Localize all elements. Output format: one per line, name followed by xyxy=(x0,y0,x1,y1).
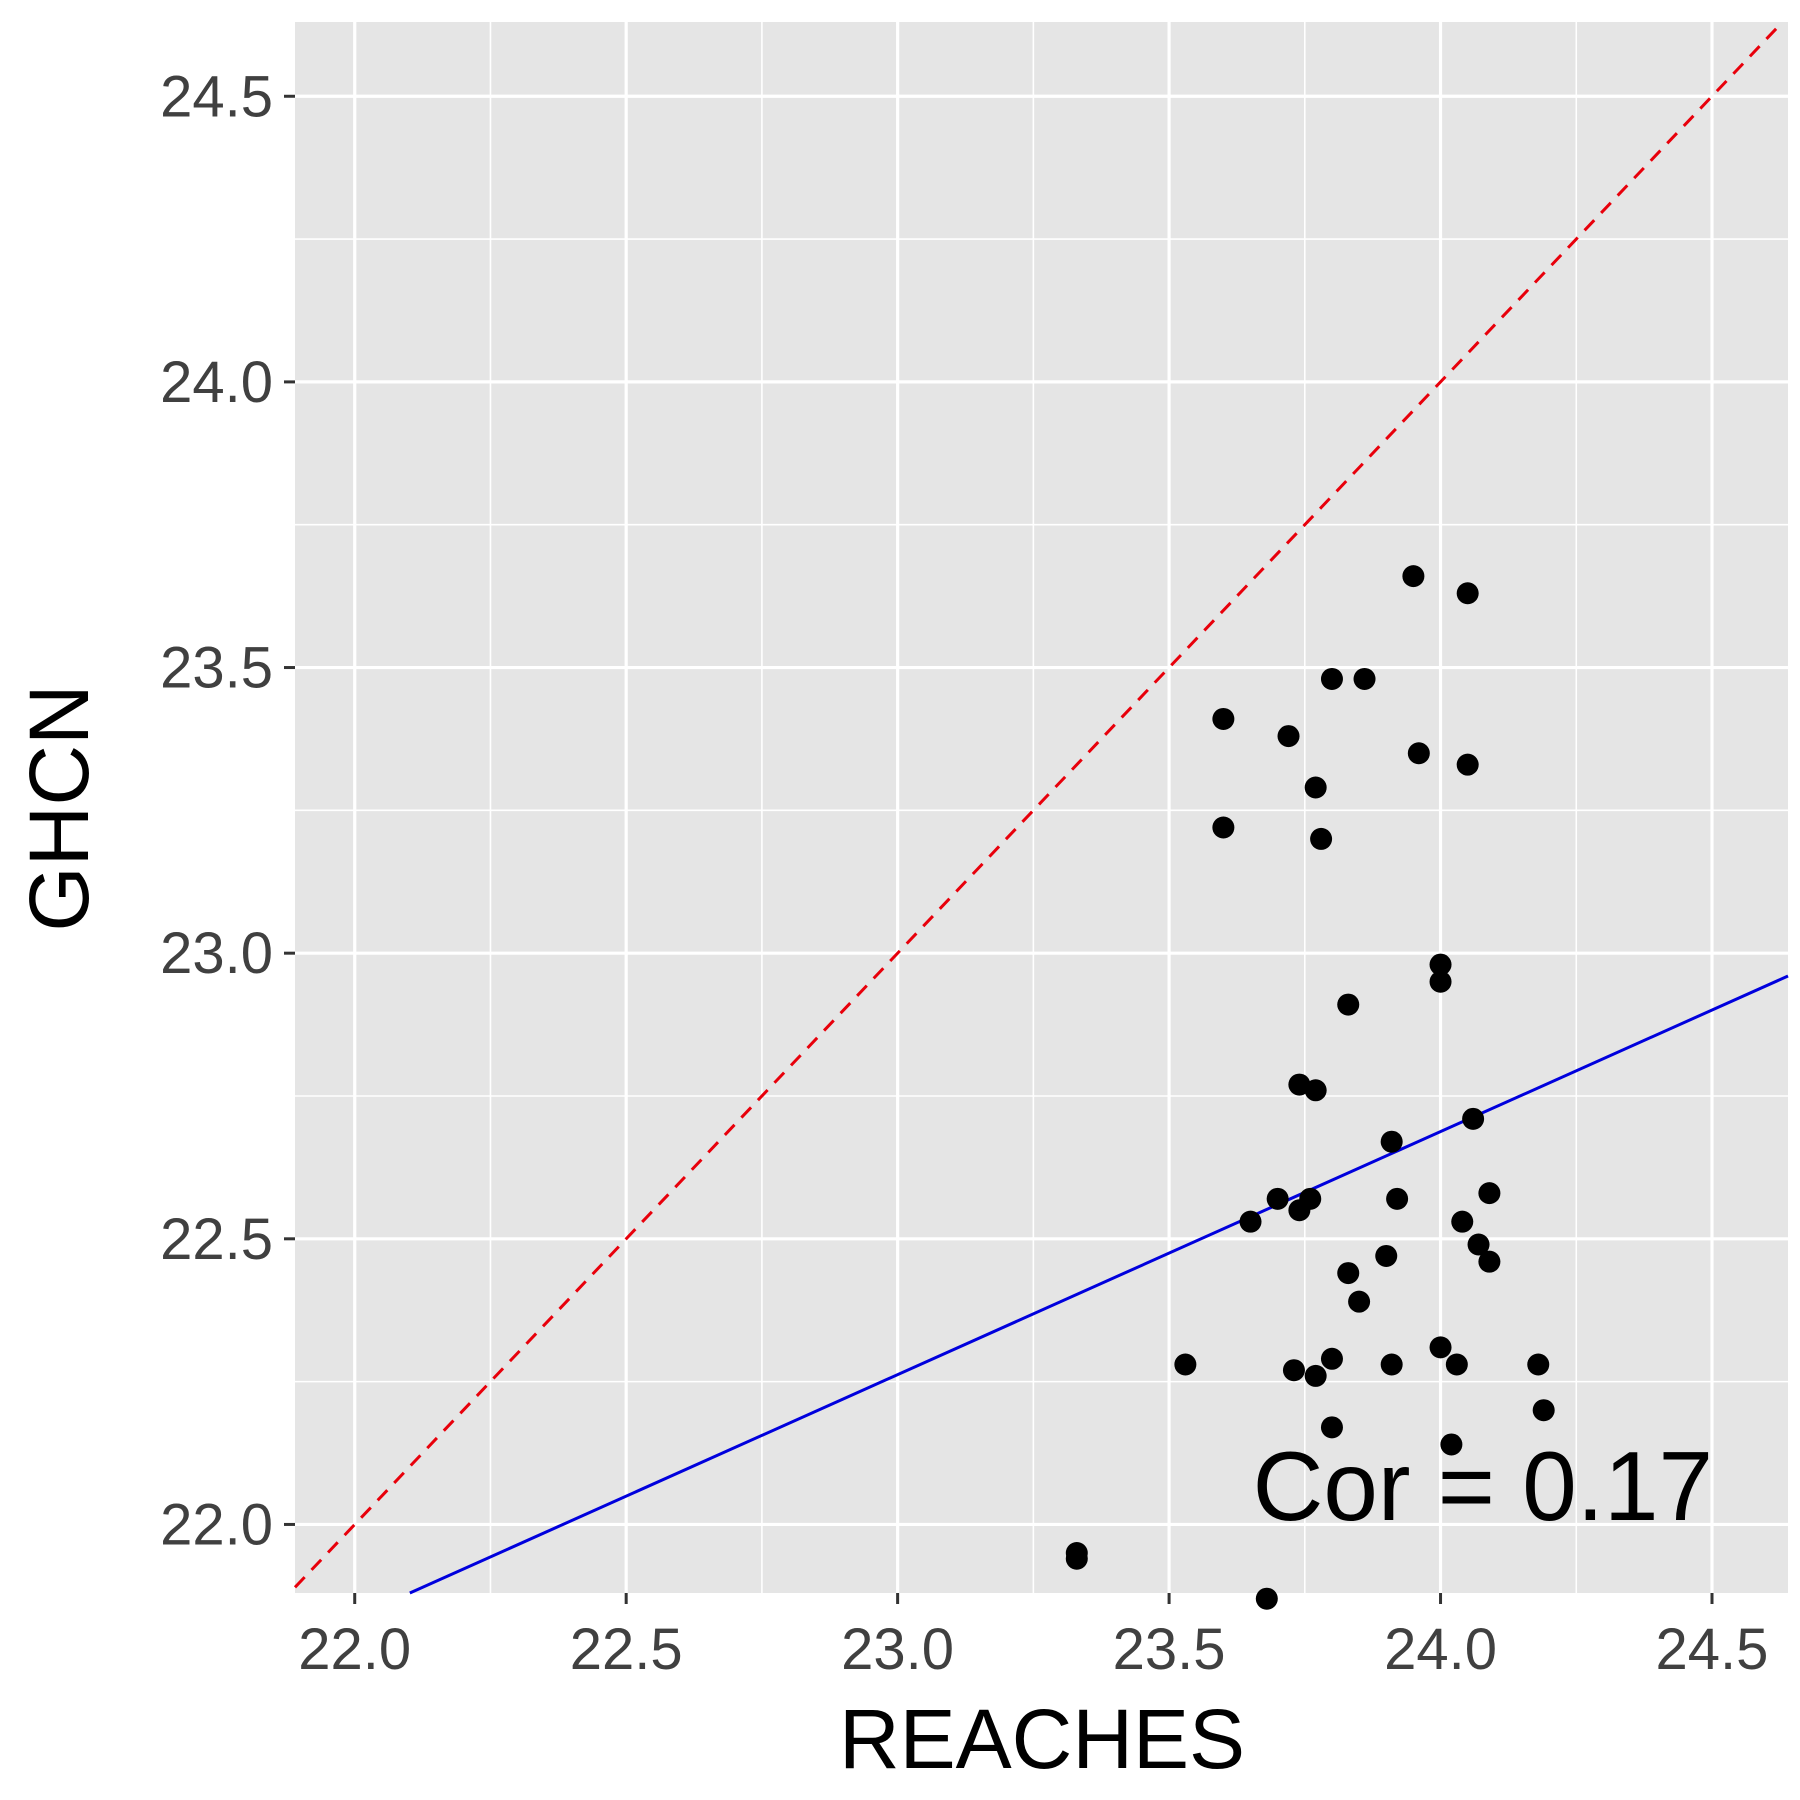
x-tick-label: 24.0 xyxy=(1384,1617,1497,1682)
scatter-point xyxy=(1348,1290,1371,1313)
scatter-point xyxy=(1310,827,1333,850)
scatter-point xyxy=(1445,1353,1468,1376)
scatter-point xyxy=(1456,753,1479,776)
y-tick-label: 23.5 xyxy=(160,636,273,701)
scatter-point xyxy=(1429,953,1452,976)
y-tick-label: 24.0 xyxy=(160,350,273,415)
scatter-point xyxy=(1451,1210,1474,1233)
scatter-point xyxy=(1174,1353,1197,1376)
scatter-point xyxy=(1212,707,1235,730)
scatter-point xyxy=(1386,1187,1409,1210)
scatter-point xyxy=(1337,993,1360,1016)
x-tick-label: 22.0 xyxy=(298,1617,411,1682)
scatter-point xyxy=(1429,970,1452,993)
y-tick-label: 24.5 xyxy=(160,64,273,129)
scatter-point xyxy=(1402,565,1425,588)
scatter-point xyxy=(1532,1399,1555,1422)
regression-fit-line xyxy=(409,974,1789,1595)
x-tick-label: 24.5 xyxy=(1656,1617,1769,1682)
scatter-point xyxy=(1065,1547,1088,1570)
scatter-point xyxy=(1239,1210,1262,1233)
scatter-point xyxy=(1467,1233,1490,1256)
scatter-point xyxy=(1255,1587,1278,1610)
y-tick-label: 22.0 xyxy=(160,1492,273,1557)
y-axis-tick-labels: 22.0 22.5 23.0 23.5 24.0 24.5 xyxy=(160,64,273,1557)
y-tick-label: 23.0 xyxy=(160,921,273,986)
plot-panel xyxy=(295,22,1788,1593)
scatter-point xyxy=(1320,667,1343,690)
axis-ticks xyxy=(284,94,1714,1604)
x-tick-label: 23.0 xyxy=(841,1617,954,1682)
scatter-point xyxy=(1527,1353,1550,1376)
scatter-point xyxy=(1380,1130,1403,1153)
scatter-point xyxy=(1266,1187,1289,1210)
scatter-point xyxy=(1407,742,1430,765)
x-axis-title: REACHES xyxy=(839,1692,1245,1786)
scatter-point xyxy=(1478,1250,1501,1273)
scatter-point xyxy=(1304,1364,1327,1387)
data-points xyxy=(1065,565,1555,1610)
scatter-point xyxy=(1304,776,1327,799)
scatter-point xyxy=(1282,1359,1305,1382)
scatter-point xyxy=(1429,1336,1452,1359)
x-tick-label: 22.5 xyxy=(570,1617,683,1682)
scatter-point xyxy=(1304,1079,1327,1102)
scatter-point xyxy=(1320,1416,1343,1439)
scatter-point xyxy=(1375,1244,1398,1267)
scatter-point xyxy=(1288,1199,1311,1222)
scatter-point xyxy=(1277,725,1300,748)
scatter-point xyxy=(1462,1107,1485,1130)
scatter-point xyxy=(1320,1347,1343,1370)
scatter-point xyxy=(1380,1353,1403,1376)
scatter-point xyxy=(1456,582,1479,605)
scatter-point xyxy=(1353,667,1376,690)
grid-lines xyxy=(295,22,1788,1593)
scatter-point xyxy=(1440,1433,1463,1456)
y-tick-label: 22.5 xyxy=(160,1207,273,1272)
fit-line xyxy=(409,974,1789,1595)
scatter-point xyxy=(1478,1182,1501,1205)
x-tick-label: 23.5 xyxy=(1113,1617,1226,1682)
y-axis-title: GHCN xyxy=(12,684,106,931)
scatter-point xyxy=(1212,816,1235,839)
scatter-point xyxy=(1337,1262,1360,1285)
x-axis-tick-labels: 22.0 22.5 23.0 23.5 24.0 24.5 xyxy=(298,1617,1768,1682)
correlation-annotation: Cor = 0.17 xyxy=(1253,1431,1713,1541)
